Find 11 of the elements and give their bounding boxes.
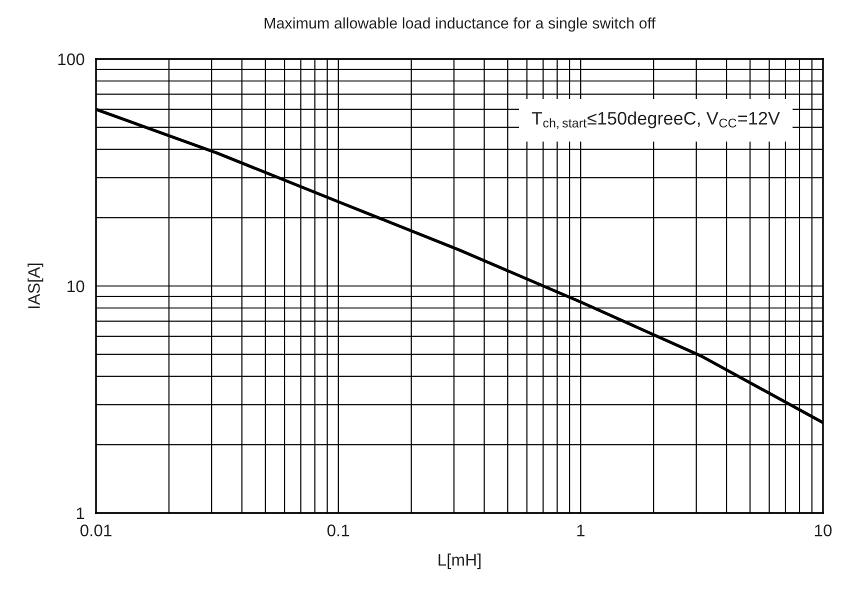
x-tick-label: 0.01 xyxy=(80,524,112,536)
chart-title: Maximum allowable load inductance for a single switch off xyxy=(264,17,656,32)
x-tick-label: 10 xyxy=(815,524,832,536)
x-tick-label: 1 xyxy=(577,524,584,536)
y-tick-label: 100 xyxy=(58,53,84,66)
x-axis-title: L[mH] xyxy=(438,554,481,570)
y-tick-label: 10 xyxy=(68,280,84,292)
annotation: T$_{ch,start}$≤150degreeC, V$_{CC}$=12V xyxy=(532,111,780,130)
y-axis-title: IAS[A] xyxy=(28,264,44,308)
y-tick-label: 1 xyxy=(76,508,84,520)
x-tick-label: 0.1 xyxy=(327,524,350,536)
